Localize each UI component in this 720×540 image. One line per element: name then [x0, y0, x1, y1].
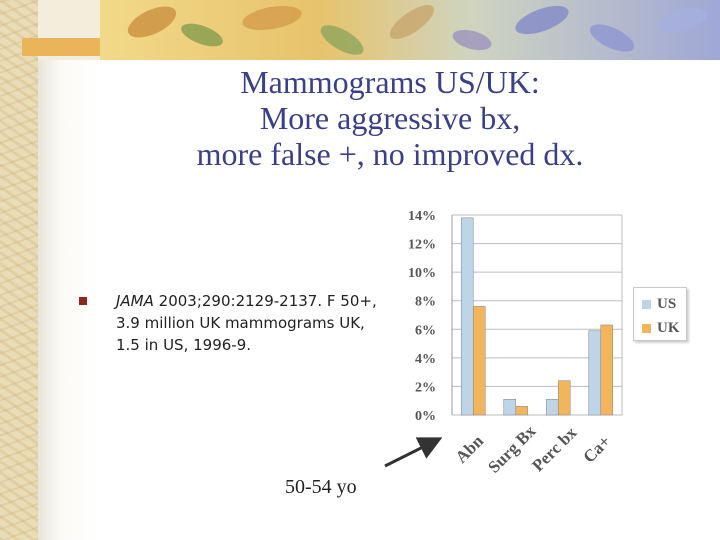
bar-us [545, 398, 559, 416]
journal-citation: 2003;290:2129-2137. [153, 292, 323, 310]
y-tick-label: 4% [415, 352, 436, 367]
y-tick-label: 6% [415, 323, 436, 338]
x-tick-label: Ca+ [579, 432, 614, 467]
slide-title: Mammograms US/UK: More aggressive bx, mo… [150, 64, 630, 172]
journal-name: JAMA [116, 292, 154, 310]
age-group-note: 50-54 yo [285, 476, 357, 498]
legend-label-uk: UK [657, 319, 680, 336]
bar-uk [557, 380, 571, 416]
pointer-arrow [384, 437, 443, 468]
y-tick-label: 12% [408, 238, 436, 253]
bar-us [503, 398, 517, 416]
chart-legend: US UK [633, 287, 687, 341]
decorative-leaf-banner [22, 0, 720, 60]
bar-uk [472, 306, 486, 416]
textured-background-strip [0, 0, 38, 540]
legend-swatch-us [642, 299, 651, 309]
bar-uk [515, 406, 529, 416]
title-line-2: More aggressive bx, [259, 100, 521, 136]
x-tick-label: Abn [452, 431, 488, 467]
legend-swatch-uk [642, 323, 651, 333]
y-tick-label: 14% [408, 209, 436, 224]
y-tick-label: 2% [415, 380, 436, 395]
legend-item-uk: UK [642, 320, 680, 336]
bar-us [460, 217, 474, 416]
y-tick-label: 0% [415, 409, 436, 424]
x-tick-label: Surg Bx [484, 421, 540, 477]
legend-label-us: US [657, 295, 677, 312]
title-line-3: more false +, no improved dx. [196, 136, 584, 172]
bar-uk [600, 324, 614, 416]
x-tick-label: Perc bx [528, 423, 581, 476]
title-line-1: Mammograms US/UK: [240, 64, 540, 100]
reference-text: JAMA 2003;290:2129-2137. F 50+, 3.9 mill… [116, 290, 386, 356]
study-details: F 50+, 3.9 million UK mammograms UK, 1.5… [116, 292, 377, 354]
bar-us [588, 330, 602, 416]
y-tick-label: 10% [408, 266, 436, 281]
legend-item-us: US [642, 296, 676, 312]
slide-content-panel [38, 60, 720, 540]
y-tick-label: 8% [415, 295, 436, 310]
bullet-square-icon [79, 297, 87, 305]
